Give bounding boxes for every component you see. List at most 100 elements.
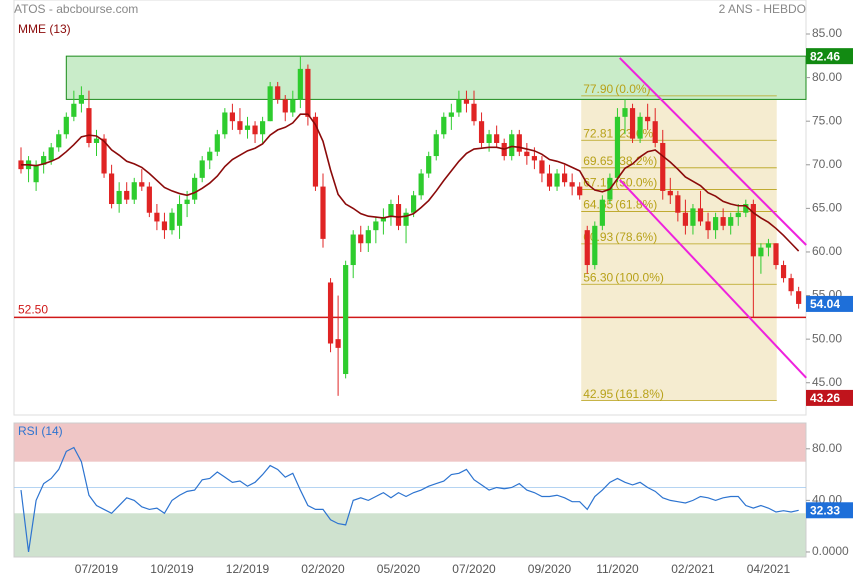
x-tick-label: 04/2021 — [747, 562, 791, 576]
candle-body — [478, 121, 485, 143]
candle-body — [562, 173, 568, 183]
fib-label: 72.81 — [583, 126, 613, 140]
price-tag — [806, 295, 853, 312]
channel-line — [619, 57, 807, 246]
candle-body — [229, 112, 235, 122]
fib-label: 64.65 — [583, 198, 613, 212]
candle-body — [592, 225, 598, 266]
candle-body — [71, 103, 77, 117]
candle-body — [380, 217, 386, 222]
candle-body — [56, 134, 62, 148]
fib-box — [581, 95, 777, 401]
candle-body — [758, 247, 764, 257]
candle-body — [441, 116, 447, 135]
candle-body — [743, 204, 749, 213]
candle-body — [101, 138, 107, 174]
candle-body — [735, 212, 741, 218]
candle-body — [131, 182, 137, 200]
support-label: 52.50 — [18, 303, 48, 317]
x-tick-label: 10/2019 — [150, 562, 194, 576]
price-tag — [806, 389, 853, 406]
x-tick-label: 02/2021 — [671, 562, 715, 576]
y-tick-label: 70.00 — [812, 157, 842, 171]
candle-body — [86, 108, 92, 143]
channel-line — [618, 179, 807, 379]
candle-body — [161, 221, 168, 231]
candle-body — [675, 195, 681, 213]
candle-body — [660, 142, 666, 191]
fib-ratio: (23.6%) — [615, 126, 657, 140]
legend-entry: MME (13) — [18, 22, 71, 36]
candle-body — [237, 121, 243, 130]
candle-body — [365, 230, 371, 244]
candle-body — [720, 217, 726, 226]
price-tag-label: 82.46 — [810, 49, 840, 63]
candle-body — [176, 204, 183, 226]
candle-body — [494, 134, 500, 143]
candle-body — [252, 125, 258, 135]
x-tick-label: 07/2019 — [75, 562, 119, 576]
candle-body — [260, 121, 266, 135]
x-tick-label: 09/2020 — [528, 562, 572, 576]
candle-body — [796, 291, 802, 304]
candle-body — [267, 86, 273, 122]
candle-body — [569, 182, 575, 187]
x-tick-label: 11/2020 — [596, 562, 639, 576]
candle-body — [690, 208, 696, 226]
candle-body — [207, 151, 213, 161]
fib-ratio: (161.8%) — [615, 387, 664, 401]
price-tag-label: 43.26 — [810, 391, 840, 405]
candle-body — [388, 204, 394, 218]
y-tick-label: 0.0000 — [812, 544, 849, 558]
rsi-band — [14, 423, 806, 462]
candle-body — [139, 182, 145, 187]
candle-body — [41, 156, 47, 165]
candle-body — [222, 112, 228, 135]
candle-body — [395, 204, 402, 226]
candle-body — [320, 186, 326, 239]
candle-body — [667, 190, 673, 196]
candle-body — [358, 234, 364, 244]
candle-body — [448, 112, 454, 117]
value-tag — [806, 502, 853, 519]
chart-title: ATOS - abcbourse.com — [14, 2, 138, 16]
plot-frame — [13, 0, 807, 416]
candle-body — [456, 99, 462, 113]
candle-body — [637, 116, 643, 139]
candle-body — [486, 134, 492, 143]
candle-body — [33, 164, 39, 183]
price-tag — [806, 48, 853, 65]
candle-body — [516, 134, 522, 152]
candle-body — [728, 217, 734, 226]
candle-body — [531, 156, 537, 161]
price-tag-label: 54.04 — [810, 297, 840, 311]
candle-body — [297, 68, 303, 100]
candle-body — [275, 86, 281, 100]
ema-line — [21, 113, 800, 252]
y-tick-label: 85.00 — [812, 26, 842, 40]
candle-body — [713, 217, 719, 231]
x-tick-label: 05/2020 — [377, 562, 421, 576]
fib-label: 60.93 — [583, 230, 613, 244]
candle-body — [63, 116, 69, 135]
rsi-band — [14, 513, 806, 557]
candle-body — [214, 134, 220, 152]
candle-body — [697, 208, 704, 222]
candle-body — [192, 177, 198, 200]
candle-body — [463, 99, 470, 104]
candle-body — [305, 68, 311, 117]
y-tick-label: 50.00 — [812, 331, 842, 345]
candle-body — [645, 116, 651, 122]
candle-body — [350, 234, 356, 266]
fib-ratio: (100.0%) — [615, 270, 664, 284]
x-tick-label: 07/2020 — [452, 562, 496, 576]
candle-body — [584, 230, 590, 266]
candle-body — [154, 212, 160, 222]
candle-body — [546, 173, 553, 187]
chart-subtitle: 2 ANS - HEBDO — [719, 2, 806, 16]
candle-body — [199, 160, 205, 178]
candle-body — [335, 339, 341, 348]
candle-body — [426, 156, 432, 174]
y-tick-label: 60.00 — [812, 244, 842, 258]
